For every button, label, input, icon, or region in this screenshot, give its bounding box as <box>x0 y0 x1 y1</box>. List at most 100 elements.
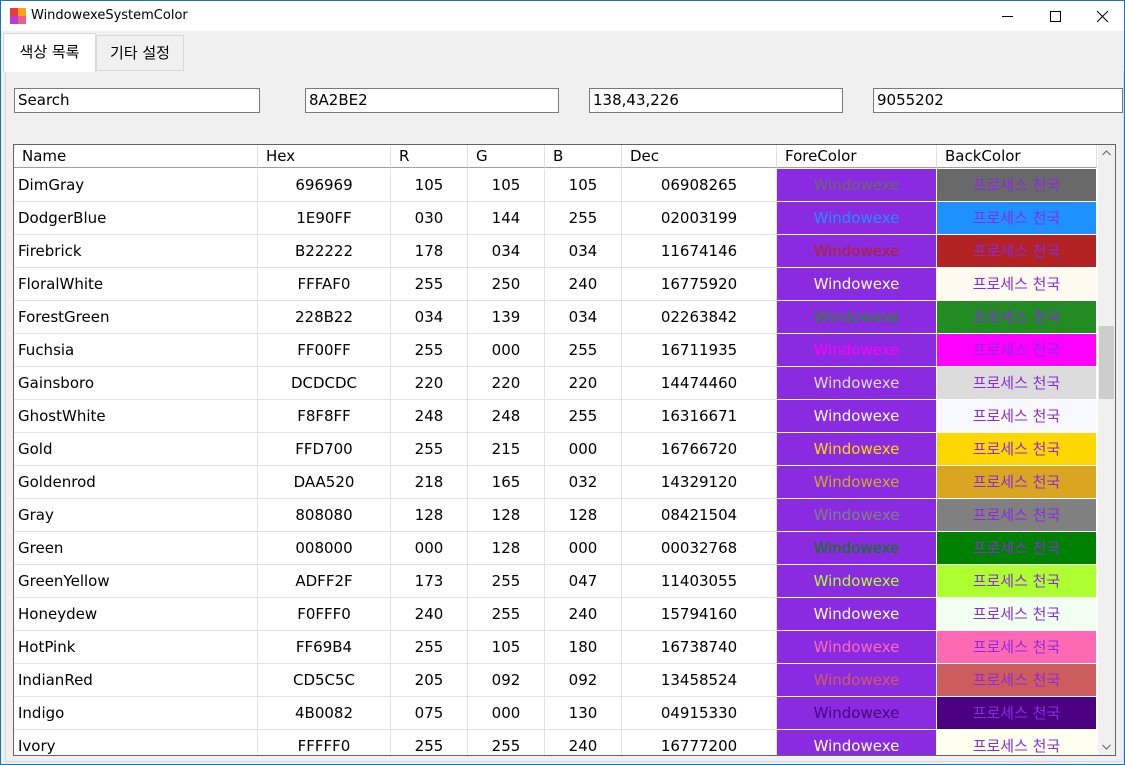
fore-color-sample: Windowexe <box>777 433 937 466</box>
back-color-sample: 프로세스 천국 <box>937 664 1097 697</box>
back-color-sample: 프로세스 천국 <box>937 532 1097 565</box>
scrollbar[interactable] <box>1098 145 1115 755</box>
fore-color-sample: Windowexe <box>777 664 937 697</box>
cell-value: 16711935 <box>622 334 777 367</box>
cell-value: ADFF2F <box>258 565 391 598</box>
cell-value: 092 <box>545 664 622 697</box>
color-name: Green <box>14 532 258 565</box>
cell-value: 255 <box>391 730 468 755</box>
column-header[interactable]: Dec <box>622 145 777 168</box>
cell-value: 00032768 <box>622 532 777 565</box>
window-title: WindowexeSystemColor <box>31 8 188 23</box>
column-header[interactable]: Hex <box>258 145 391 168</box>
fore-color-sample: Windowexe <box>777 697 937 730</box>
back-color-sample: 프로세스 천국 <box>937 433 1097 466</box>
cell-value: 04915330 <box>622 697 777 730</box>
column-header[interactable]: B <box>545 145 622 168</box>
back-color-sample: 프로세스 천국 <box>937 169 1097 202</box>
cell-value: 255 <box>391 433 468 466</box>
cell-value: 13458524 <box>622 664 777 697</box>
fore-color-sample: Windowexe <box>777 730 937 755</box>
back-color-sample: 프로세스 천국 <box>937 202 1097 235</box>
back-color-sample: 프로세스 천국 <box>937 334 1097 367</box>
fore-color-sample: Windowexe <box>777 169 937 202</box>
back-color-sample: 프로세스 천국 <box>937 235 1097 268</box>
back-color-sample: 프로세스 천국 <box>937 565 1097 598</box>
maximize-button[interactable] <box>1050 11 1061 22</box>
color-grid: Name Hex R G B Dec ForeColor BackColor DimGray 69… <box>13 144 1116 756</box>
cell-value: 808080 <box>258 499 391 532</box>
cell-value: 16316671 <box>622 400 777 433</box>
color-name: Honeydew <box>14 598 258 631</box>
cell-value: 255 <box>545 202 622 235</box>
cell-value: 240 <box>545 730 622 755</box>
cell-value: 105 <box>545 169 622 202</box>
column-header[interactable]: G <box>468 145 545 168</box>
column-header[interactable]: ForeColor <box>777 145 937 168</box>
title-bar: WindowexeSystemColor <box>1 1 1124 31</box>
cell-value: 696969 <box>258 169 391 202</box>
cell-value: 000 <box>545 433 622 466</box>
cell-value: 255 <box>391 268 468 301</box>
cell-value: 105 <box>468 169 545 202</box>
cell-value: 173 <box>391 565 468 598</box>
cell-value: FFFFF0 <box>258 730 391 755</box>
cell-value: 144 <box>468 202 545 235</box>
back-color-sample: 프로세스 천국 <box>937 631 1097 664</box>
search-input[interactable]: Search <box>14 88 260 113</box>
dec-input[interactable]: 9055202 <box>873 88 1123 113</box>
column-header[interactable]: Name <box>14 145 258 168</box>
cell-value: 165 <box>468 466 545 499</box>
color-name: GhostWhite <box>14 400 258 433</box>
back-color-sample: 프로세스 천국 <box>937 730 1097 755</box>
cell-value: 11403055 <box>622 565 777 598</box>
close-button[interactable] <box>1096 10 1109 23</box>
column-header[interactable]: R <box>391 145 468 168</box>
fore-color-sample: Windowexe <box>777 400 937 433</box>
column-header[interactable]: BackColor <box>937 145 1097 168</box>
cell-value: 105 <box>468 631 545 664</box>
cell-value: 220 <box>468 367 545 400</box>
cell-value: 030 <box>391 202 468 235</box>
fore-color-sample: Windowexe <box>777 334 937 367</box>
fore-color-sample: Windowexe <box>777 565 937 598</box>
color-name: IndianRed <box>14 664 258 697</box>
fore-color-sample: Windowexe <box>777 466 937 499</box>
cell-value: 02003199 <box>622 202 777 235</box>
cell-value: 034 <box>391 301 468 334</box>
cell-value: 255 <box>468 565 545 598</box>
tab[interactable]: 색상 목록 <box>3 33 96 72</box>
cell-value: 220 <box>391 367 468 400</box>
cell-value: B22222 <box>258 235 391 268</box>
fore-color-sample: Windowexe <box>777 631 937 664</box>
fore-color-sample: Windowexe <box>777 499 937 532</box>
cell-value: 16738740 <box>622 631 777 664</box>
cell-value: 255 <box>545 400 622 433</box>
cell-value: 205 <box>391 664 468 697</box>
color-name: Gainsboro <box>14 367 258 400</box>
hex-input[interactable]: 8A2BE2 <box>305 88 559 113</box>
fore-color-sample: Windowexe <box>777 532 937 565</box>
fore-color-sample: Windowexe <box>777 202 937 235</box>
cell-value: 000 <box>468 697 545 730</box>
cell-value: 16775920 <box>622 268 777 301</box>
color-name: HotPink <box>14 631 258 664</box>
cell-value: 000 <box>545 532 622 565</box>
app-icon <box>10 8 26 24</box>
color-name: Ivory <box>14 730 258 755</box>
color-name: FloralWhite <box>14 268 258 301</box>
cell-value: 000 <box>391 532 468 565</box>
cell-value: 11674146 <box>622 235 777 268</box>
cell-value: 240 <box>545 598 622 631</box>
cell-value: 008000 <box>258 532 391 565</box>
back-color-sample: 프로세스 천국 <box>937 499 1097 532</box>
cell-value: 000 <box>468 334 545 367</box>
color-name: DimGray <box>14 169 258 202</box>
cell-value: 15794160 <box>622 598 777 631</box>
tab[interactable]: 기타 설정 <box>96 35 184 71</box>
back-color-sample: 프로세스 천국 <box>937 268 1097 301</box>
cell-value: 047 <box>545 565 622 598</box>
rgb-input[interactable]: 138,43,226 <box>589 88 843 113</box>
color-name: Indigo <box>14 697 258 730</box>
cell-value: 250 <box>468 268 545 301</box>
